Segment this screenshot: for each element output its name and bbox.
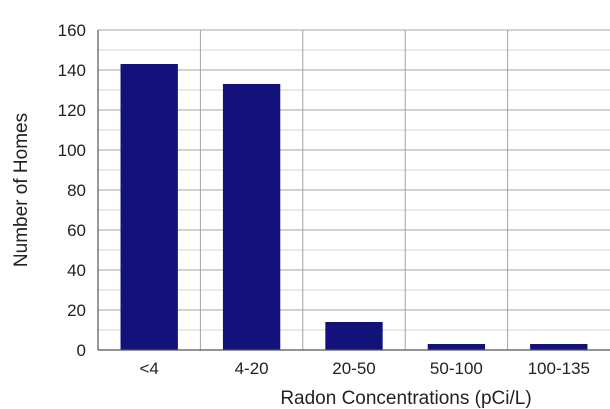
bar-3 [427,344,486,350]
x-tick-label: 4-20 [235,359,269,378]
bar-2 [325,322,383,350]
grid-layer [98,29,610,351]
x-tick-label: 100-135 [528,359,590,378]
x-axis-title: Radon Concentrations (pCi/L) [280,388,531,409]
bar-layer [120,64,588,350]
bar-1 [222,84,281,350]
y-tick-label: 0 [77,341,86,360]
y-tick-label: 160 [58,21,86,40]
y-tick-label: 100 [58,141,86,160]
y-axis-title: Number of Homes [11,113,32,267]
label-layer: 0 20 40 60 80 100 120 140 160 <4 4-20 20-50 50-100 10… [58,21,590,378]
y-tick-label: 20 [67,301,86,320]
x-tick-label: <4 [140,359,159,378]
y-tick-label: 40 [67,261,86,280]
bar-4 [530,344,588,350]
y-tick-label: 60 [67,221,86,240]
x-tick-label: 50-100 [430,359,483,378]
axis-layer [97,30,610,351]
y-tick-label: 120 [58,101,86,120]
y-tick-label: 140 [58,61,86,80]
y-tick-label: 80 [67,181,86,200]
bar-0 [120,64,178,350]
x-tick-label: 20-50 [332,359,375,378]
